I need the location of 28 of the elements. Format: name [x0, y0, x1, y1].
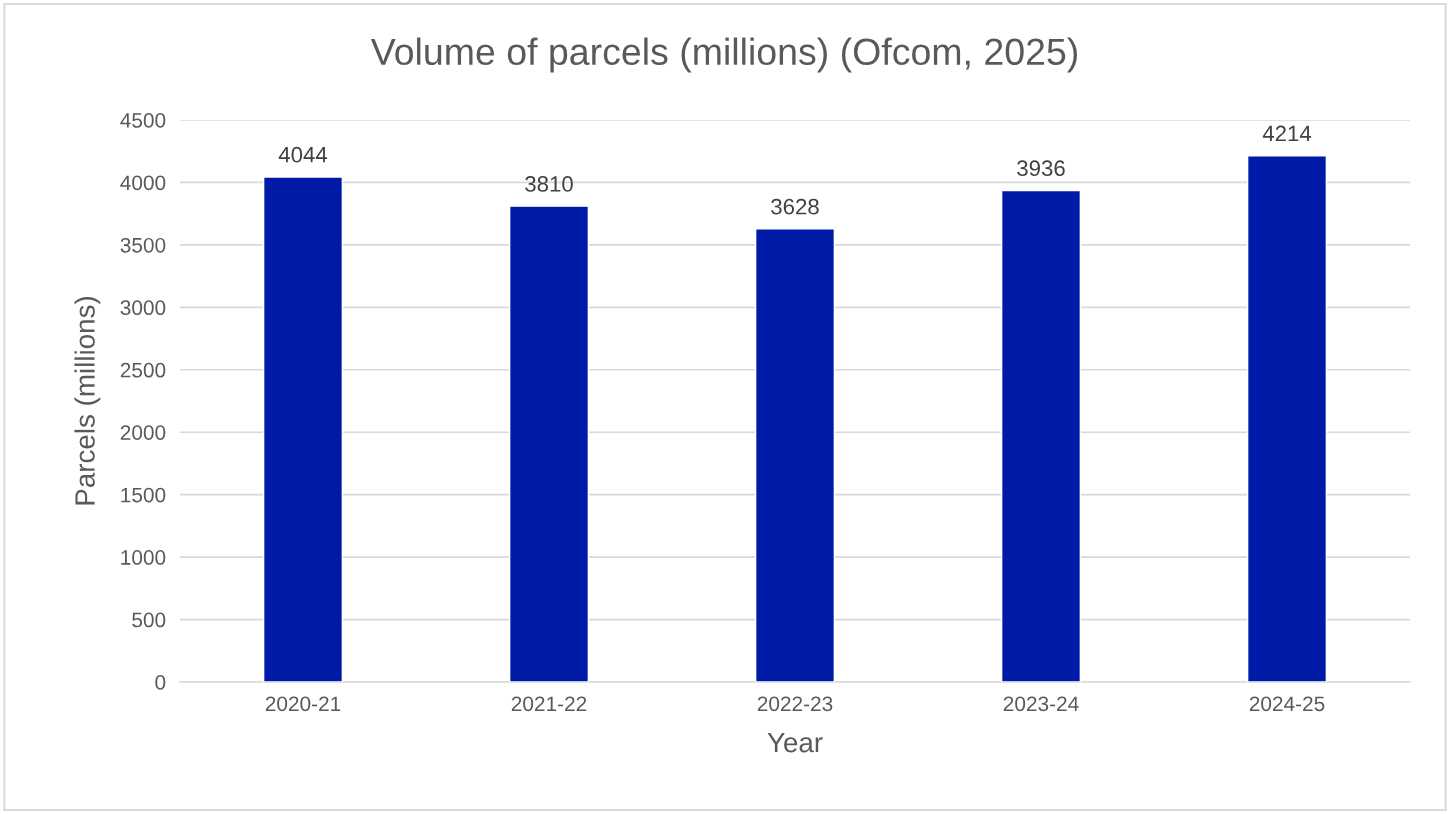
- bar: [1246, 155, 1328, 682]
- x-tick-label: 2021-22: [511, 696, 587, 712]
- y-tick-label: 2000: [120, 425, 166, 440]
- x-axis-title: Year: [767, 733, 823, 753]
- data-label: 4214: [1262, 125, 1312, 142]
- x-tick-label: 2023-24: [1003, 696, 1079, 712]
- y-tick-label: 1000: [121, 550, 166, 565]
- y-tick-label: 4000: [120, 175, 166, 191]
- x-tick-label: 2020-21: [265, 696, 341, 712]
- y-tick-label: 500: [132, 612, 166, 628]
- x-tick-label: 2024-25: [1249, 696, 1325, 712]
- y-tick-label: 3000: [120, 300, 166, 316]
- chart-title: Volume of parcels (millions) (Ofcom, 2025): [370, 37, 1077, 73]
- data-label: 3810: [525, 176, 573, 192]
- x-tick-label: 2022-23: [757, 696, 833, 712]
- bar: [262, 176, 344, 682]
- y-tick-label: 2500: [120, 362, 166, 378]
- data-label: 4044: [278, 146, 328, 163]
- data-label: 3628: [771, 198, 819, 215]
- data-label: 3936: [1017, 160, 1065, 177]
- y-tick-label: 1500: [121, 487, 166, 503]
- y-axis-title: Parcels (millions): [74, 296, 101, 505]
- y-tick-label: 3500: [120, 237, 166, 253]
- y-tick-label: 4500: [120, 113, 166, 128]
- bar: [754, 228, 836, 682]
- bar: [1000, 189, 1082, 682]
- y-tick-label: 0: [155, 675, 166, 690]
- bar: [508, 205, 590, 682]
